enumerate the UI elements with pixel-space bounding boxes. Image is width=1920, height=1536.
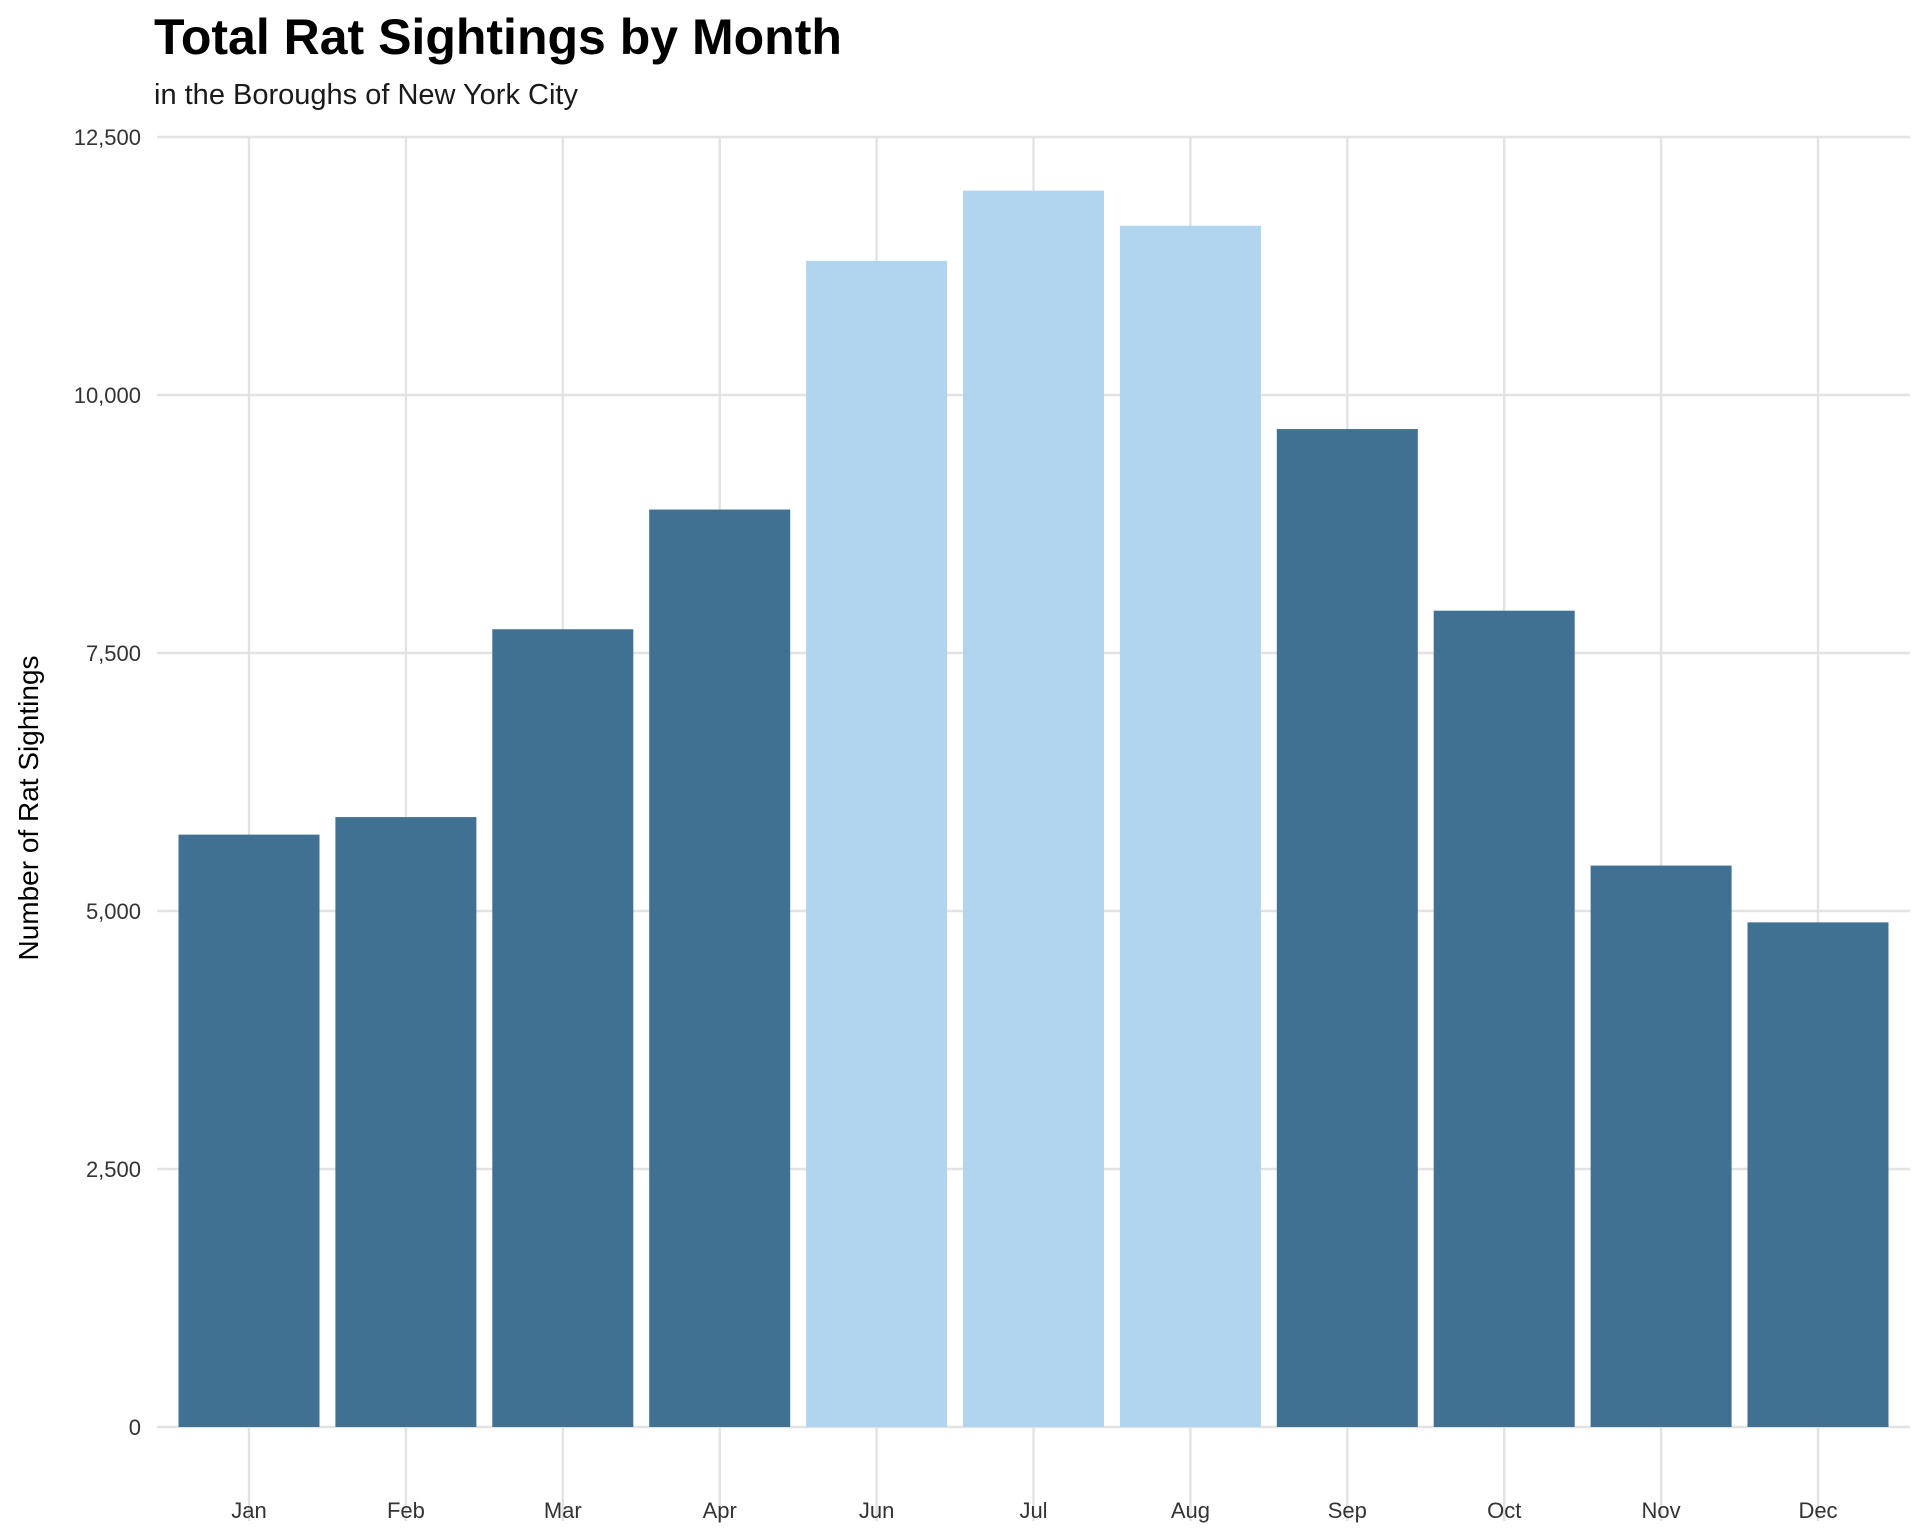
bar-nov bbox=[1590, 865, 1732, 1427]
bar-sep bbox=[1276, 429, 1418, 1427]
bar-mar bbox=[492, 629, 634, 1427]
x-tick-label: Aug bbox=[1171, 1498, 1210, 1523]
bar-jun bbox=[806, 260, 948, 1428]
bar-dec bbox=[1747, 922, 1889, 1427]
y-tick-label: 10,000 bbox=[74, 383, 141, 408]
bar-jul bbox=[963, 190, 1104, 1427]
y-axis-title: Number of Rat Sightings bbox=[13, 655, 44, 960]
bar-aug bbox=[1119, 225, 1261, 1428]
x-tick-label: Oct bbox=[1487, 1498, 1521, 1523]
chart-title: Total Rat Sightings by Month bbox=[154, 9, 842, 65]
chart-subtitle: in the Boroughs of New York City bbox=[154, 79, 578, 111]
x-axis-ticks: Jan Feb Mar Apr Jun Jul Aug Sep Oct Nov Dec bbox=[231, 1498, 1837, 1523]
x-tick-label: Nov bbox=[1642, 1498, 1681, 1523]
y-tick-label: 12,500 bbox=[74, 125, 141, 150]
x-tick-label: Sep bbox=[1328, 1498, 1367, 1523]
bar-apr bbox=[649, 509, 791, 1427]
y-tick-label: 7,500 bbox=[86, 641, 141, 666]
bar-jan bbox=[178, 834, 320, 1427]
x-tick-label: Jan bbox=[231, 1498, 266, 1523]
bar-feb bbox=[335, 817, 477, 1427]
x-tick-label: Jun bbox=[859, 1498, 894, 1523]
y-tick-label: 2,500 bbox=[86, 1157, 141, 1182]
x-tick-label: Mar bbox=[544, 1498, 582, 1523]
y-tick-label: 0 bbox=[129, 1415, 141, 1440]
x-tick-label: Apr bbox=[703, 1498, 737, 1523]
bar-oct bbox=[1433, 610, 1575, 1427]
x-tick-label: Feb bbox=[387, 1498, 425, 1523]
bars bbox=[178, 190, 1889, 1428]
x-tick-label: Dec bbox=[1798, 1498, 1837, 1523]
y-axis-ticks: 0 2,500 5,000 7,500 10,000 12,500 bbox=[74, 125, 141, 1440]
x-tick-label: Jul bbox=[1019, 1498, 1047, 1523]
y-tick-label: 5,000 bbox=[86, 899, 141, 924]
